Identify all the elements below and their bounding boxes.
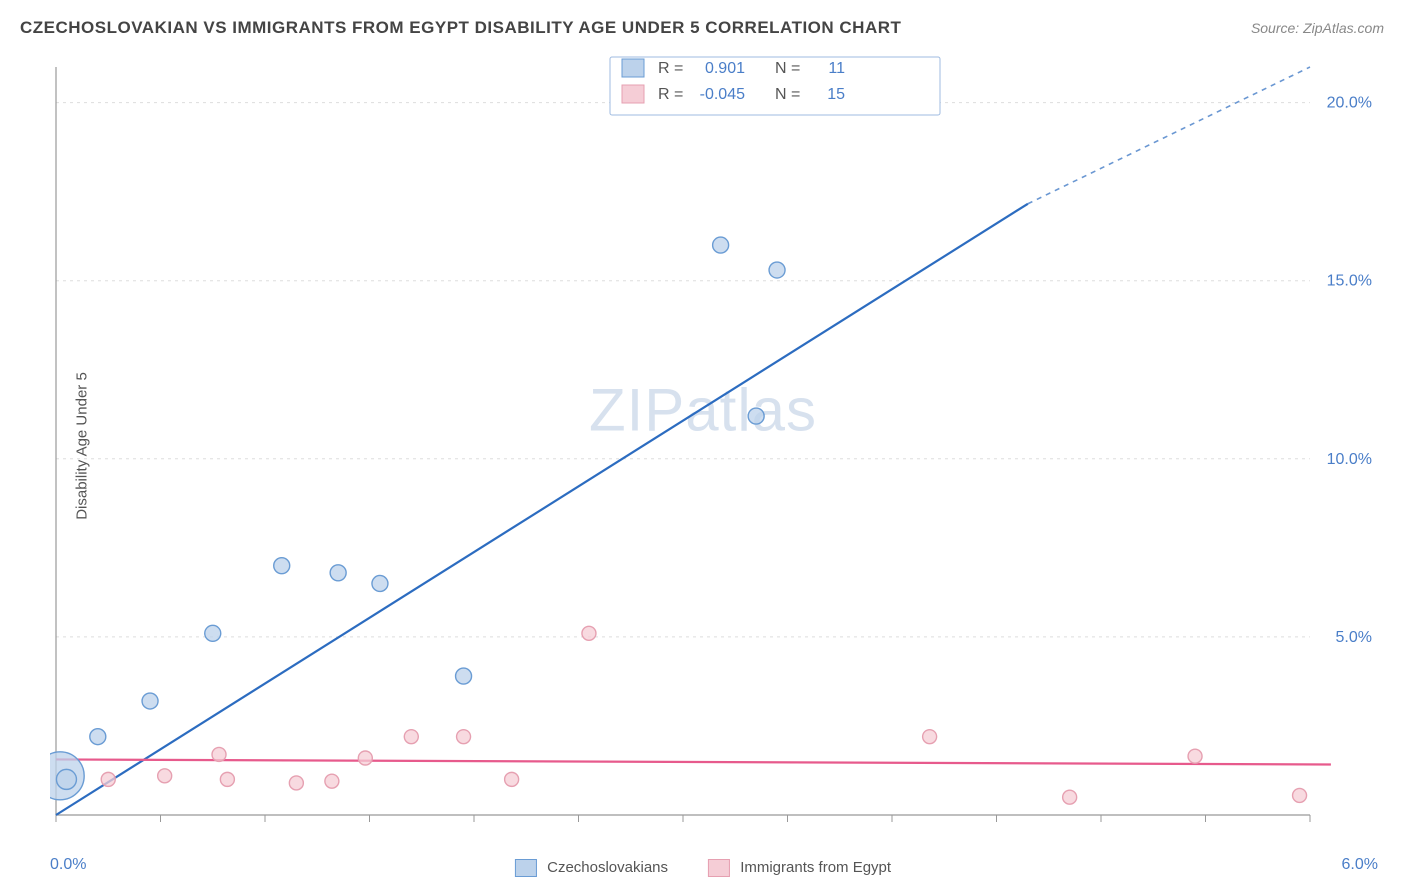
bottom-legend: Czechoslovakians Immigrants from Egypt (515, 859, 891, 877)
svg-text:0.901: 0.901 (705, 60, 745, 77)
legend-swatch-0 (515, 859, 537, 877)
svg-text:20.0%: 20.0% (1327, 95, 1372, 112)
legend-item-1: Immigrants from Egypt (708, 859, 891, 877)
chart-title: CZECHOSLOVAKIAN VS IMMIGRANTS FROM EGYPT… (20, 18, 901, 38)
legend-label-1: Immigrants from Egypt (740, 859, 891, 876)
svg-text:11: 11 (828, 60, 845, 77)
svg-text:R =: R = (658, 86, 683, 103)
svg-text:10.0%: 10.0% (1327, 451, 1372, 468)
legend-item-0: Czechoslovakians (515, 859, 668, 877)
svg-text:5.0%: 5.0% (1336, 629, 1372, 646)
svg-text:N =: N = (775, 86, 800, 103)
x-axis-max-label: 6.0% (1342, 856, 1378, 874)
x-axis-min-label: 0.0% (50, 856, 86, 874)
scatter-plot: 5.0% 10.0% 15.0% 20.0% R = 0.901 N = 11 R = -0.04… (50, 55, 1380, 835)
svg-text:N =: N = (775, 60, 800, 77)
legend-label-0: Czechoslovakians (547, 859, 668, 876)
legend-swatch-1 (708, 859, 730, 877)
svg-text:-0.045: -0.045 (700, 86, 745, 103)
svg-text:15.0%: 15.0% (1327, 273, 1372, 290)
source-label: Source: ZipAtlas.com (1251, 20, 1384, 36)
svg-text:15: 15 (827, 86, 845, 103)
svg-text:R =: R = (658, 60, 683, 77)
